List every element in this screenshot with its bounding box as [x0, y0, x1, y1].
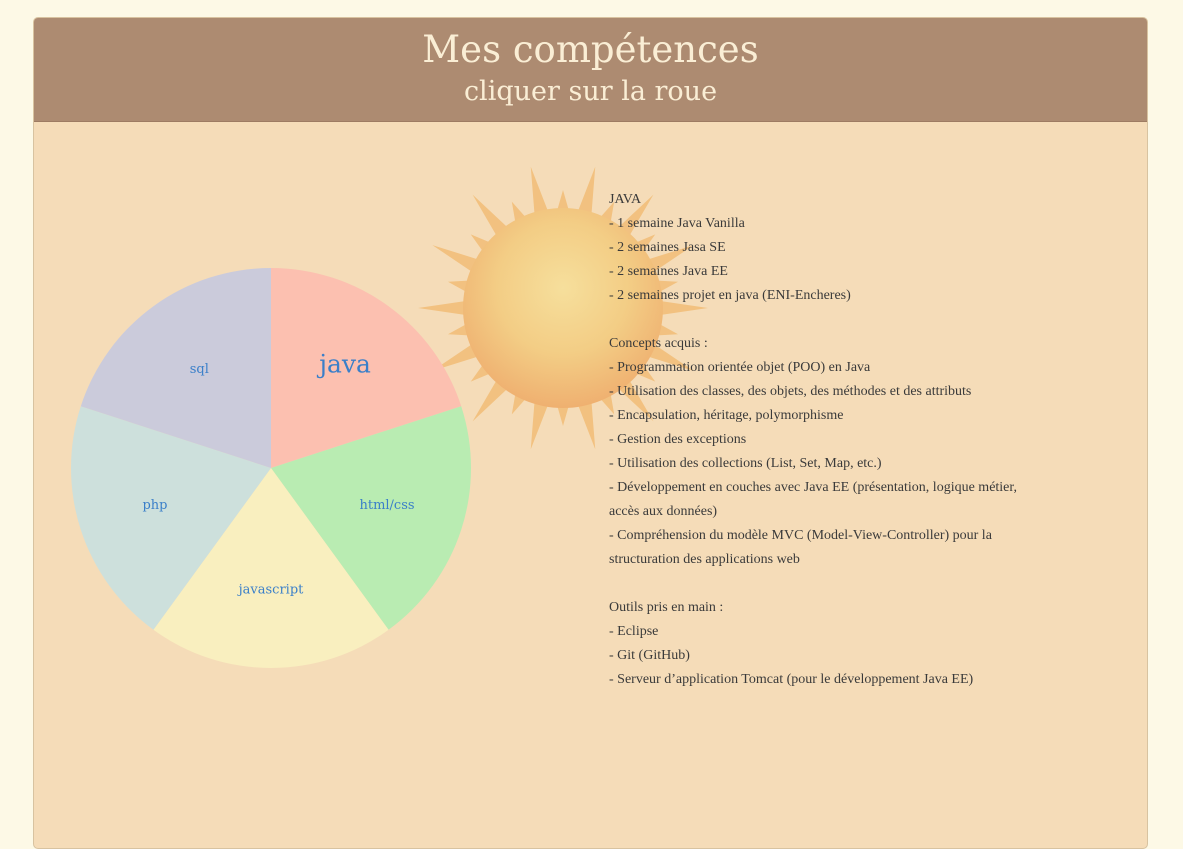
page-subtitle: cliquer sur la roue — [463, 76, 718, 107]
wheel-slice-sql[interactable] — [80, 268, 271, 468]
concept-line: - Développement en couches avec Java EE … — [609, 480, 1017, 519]
duration-line: - 1 semaine Java Vanilla — [609, 216, 745, 231]
tools-title: Outils pris en main : — [609, 600, 724, 615]
skill-detail-panel: JAVA - 1 semaine Java Vanilla - 2 semaine… — [609, 188, 1029, 692]
card-header: Mes compétences cliquer sur la roue — [34, 18, 1147, 122]
sun-ray — [575, 393, 596, 450]
sun-illustration — [418, 163, 708, 453]
sun-ray — [575, 166, 596, 223]
tool-line: - Serveur d’application Tomcat (pour le … — [609, 672, 974, 687]
concepts-title: Concepts acquis : — [609, 336, 708, 351]
concept-line: - Programmation orientée objet (POO) en … — [609, 360, 871, 375]
sun-ray — [418, 299, 474, 317]
wheel-slice-javascript[interactable] — [153, 468, 389, 668]
sun-ray — [530, 166, 551, 223]
wheel-slice-php[interactable] — [70, 406, 271, 630]
concept-line: - Gestion des exceptions — [609, 432, 747, 447]
tool-line: - Git (GitHub) — [609, 648, 690, 663]
duration-line: - 2 semaines projet en java (ENI-Enchere… — [609, 288, 851, 303]
wheel-slice-label[interactable]: php — [142, 498, 167, 513]
concept-line: - Utilisation des classes, des objets, d… — [609, 384, 972, 399]
wheel-slice-java[interactable] — [271, 268, 462, 468]
sun-ray — [652, 299, 708, 317]
wheel-slice-label[interactable]: java — [316, 350, 371, 379]
duration-line: - 2 semaines Java EE — [609, 264, 728, 279]
skill-heading: JAVA — [609, 192, 642, 207]
wheel-slice-label[interactable]: html/css — [359, 498, 414, 513]
concept-line: - Utilisation des collections (List, Set… — [609, 456, 882, 471]
skills-wheel[interactable]: java html/css javascript php sql — [70, 267, 472, 669]
sun-ray — [530, 393, 551, 450]
duration-line: - 2 semaines Jasa SE — [609, 240, 726, 255]
page-title: Mes compétences — [422, 28, 759, 71]
tool-line: - Eclipse — [609, 624, 659, 639]
wheel-slice-html-css[interactable] — [271, 406, 471, 630]
wheel-slice-label[interactable]: sql — [190, 362, 209, 377]
skills-card: Mes compétences cliquer sur la roue java… — [33, 17, 1148, 849]
concept-line: - Encapsulation, héritage, polymorphisme — [609, 408, 844, 423]
concept-line: - Compréhension du modèle MVC (Model-Vie… — [609, 528, 992, 567]
wheel-slice-label[interactable]: javascript — [237, 583, 305, 598]
